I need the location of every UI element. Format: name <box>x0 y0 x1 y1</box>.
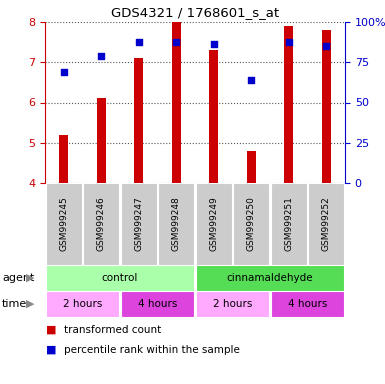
Bar <box>121 183 157 265</box>
Text: control: control <box>102 273 138 283</box>
Point <box>136 39 142 45</box>
Text: 2 hours: 2 hours <box>63 299 102 309</box>
Bar <box>121 291 194 317</box>
Bar <box>233 183 269 265</box>
Point <box>61 69 67 75</box>
Text: ▶: ▶ <box>26 299 35 309</box>
Bar <box>246 151 256 183</box>
Text: GSM999252: GSM999252 <box>322 197 331 252</box>
Bar <box>83 183 119 265</box>
Text: GSM999247: GSM999247 <box>134 197 143 252</box>
Text: GSM999250: GSM999250 <box>247 197 256 252</box>
Bar <box>271 183 307 265</box>
Text: 4 hours: 4 hours <box>138 299 177 309</box>
Point <box>173 39 179 45</box>
Bar <box>196 265 344 291</box>
Text: transformed count: transformed count <box>64 325 161 335</box>
Point <box>248 77 254 83</box>
Text: time: time <box>2 299 27 309</box>
Text: GSM999246: GSM999246 <box>97 197 106 252</box>
Text: ■: ■ <box>46 325 57 335</box>
Title: GDS4321 / 1768601_s_at: GDS4321 / 1768601_s_at <box>111 7 279 20</box>
Point <box>98 53 104 59</box>
Bar <box>59 135 69 183</box>
Text: 2 hours: 2 hours <box>213 299 252 309</box>
Point <box>211 41 217 47</box>
Text: ▶: ▶ <box>26 273 35 283</box>
Text: 4 hours: 4 hours <box>288 299 327 309</box>
Bar <box>46 183 82 265</box>
Text: GSM999248: GSM999248 <box>172 197 181 252</box>
Bar <box>209 50 218 183</box>
Bar <box>196 183 232 265</box>
Bar <box>321 30 331 183</box>
Bar <box>196 291 269 317</box>
Point <box>286 39 292 45</box>
Bar <box>97 98 106 183</box>
Bar <box>271 291 344 317</box>
Bar <box>158 183 194 265</box>
Text: agent: agent <box>2 273 34 283</box>
Text: percentile rank within the sample: percentile rank within the sample <box>64 345 239 355</box>
Text: GSM999249: GSM999249 <box>209 197 218 252</box>
Text: GSM999251: GSM999251 <box>284 197 293 252</box>
Bar <box>284 26 293 183</box>
Point <box>323 43 329 49</box>
Bar <box>46 291 119 317</box>
Text: GSM999245: GSM999245 <box>59 197 68 252</box>
Bar <box>134 58 144 183</box>
Bar <box>172 22 181 183</box>
Bar <box>308 183 344 265</box>
Text: ■: ■ <box>46 345 57 355</box>
Bar <box>46 265 194 291</box>
Text: cinnamaldehyde: cinnamaldehyde <box>227 273 313 283</box>
